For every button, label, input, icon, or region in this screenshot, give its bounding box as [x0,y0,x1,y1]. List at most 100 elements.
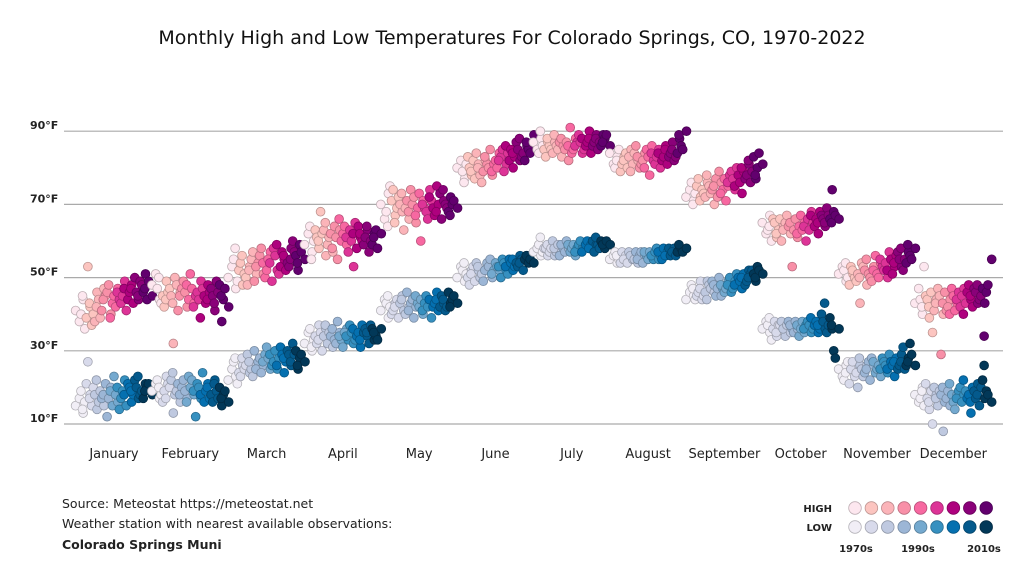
x-tick-label: March [247,447,287,462]
point-high [438,184,448,195]
point-low [332,316,343,327]
point-high [154,272,164,283]
legend-decade-2010s: 2010s [967,544,1001,555]
point-high [471,148,482,158]
point-low [854,353,865,363]
point-low [861,364,872,374]
legend-swatch-high [897,501,911,515]
point-high [410,210,421,221]
point-low [906,349,917,360]
point-low [305,324,315,334]
point-high [479,152,490,162]
point-low [757,269,768,279]
x-tick-label: October [775,447,828,462]
point-high [903,239,913,250]
legend-swatch-low [946,520,961,534]
point-high [188,302,199,312]
point-low [372,335,383,345]
point-low [927,419,938,429]
point-low [168,408,179,418]
point-high [601,130,612,140]
point-low [826,320,837,330]
point-high [105,313,116,323]
point-high [913,283,924,294]
point-low [91,375,102,385]
point-high [230,243,240,254]
point-low [681,243,692,254]
x-tick-label: May [406,447,433,462]
point-high [701,170,712,180]
point-low [701,294,712,305]
point-high [398,225,409,235]
point-high [315,206,326,217]
x-tick-label: February [161,447,219,462]
point-high [209,298,220,309]
point-high [693,173,704,184]
point-low [974,400,985,411]
point-low [852,382,863,393]
point-low [865,375,875,385]
point-low [167,367,178,378]
point-low [220,386,230,396]
point-low [452,272,462,283]
chart-title: Monthly High and Low Temperatures For Co… [158,27,865,49]
legend-swatch-high [913,501,928,515]
point-high [750,170,761,180]
point-high [681,126,692,136]
point-high [256,243,267,254]
point-high [452,203,463,213]
point-low [109,371,119,382]
x-axis: January February March April May June July Augu… [88,447,987,462]
y-tick-label: 90°F [30,119,58,132]
point-high [121,305,132,316]
point-low [958,375,969,385]
point-low [938,426,949,437]
point-low [76,386,86,396]
point-low [181,397,192,407]
point-low [529,258,539,268]
legend-swatch-high [963,501,977,515]
x-tick-label: August [625,447,671,462]
legend-high-label: HIGH [803,504,832,515]
legend-swatch-low [963,520,977,534]
point-high [714,166,724,177]
point-low [102,411,112,422]
point-low [844,378,855,389]
legend-swatch-low [881,520,895,534]
point-high [332,254,343,265]
point-high [362,221,372,232]
station-note: Weather station with nearest available o… [62,516,392,531]
point-low [535,232,546,243]
legend-swatch-low [864,520,879,534]
point-high [388,184,398,195]
x-tick-label: November [843,447,911,462]
point-low [197,367,208,378]
legend-decade-1990s: 1990s [901,544,935,555]
point-low [376,324,387,334]
point-low [223,397,234,407]
point-low [403,305,414,316]
point-low [77,404,88,415]
legend-swatch-low [930,520,944,534]
point-high [776,236,787,246]
point-high [924,313,935,323]
point-high [168,338,179,349]
point-low [256,367,267,378]
point-high [979,331,989,341]
point-high [787,261,798,272]
point-high [185,269,196,279]
point-low [834,324,844,334]
point-high [415,236,426,246]
point-high [152,283,163,294]
point-low [950,404,960,415]
point-high [639,163,650,173]
point-low [459,258,469,268]
point-high [372,243,383,254]
point-low [223,375,234,385]
legend-swatch-high [864,501,879,515]
point-high [873,272,884,283]
point-low [292,360,303,371]
point-low [338,342,348,352]
point-high [986,254,997,265]
point-high [431,206,441,217]
